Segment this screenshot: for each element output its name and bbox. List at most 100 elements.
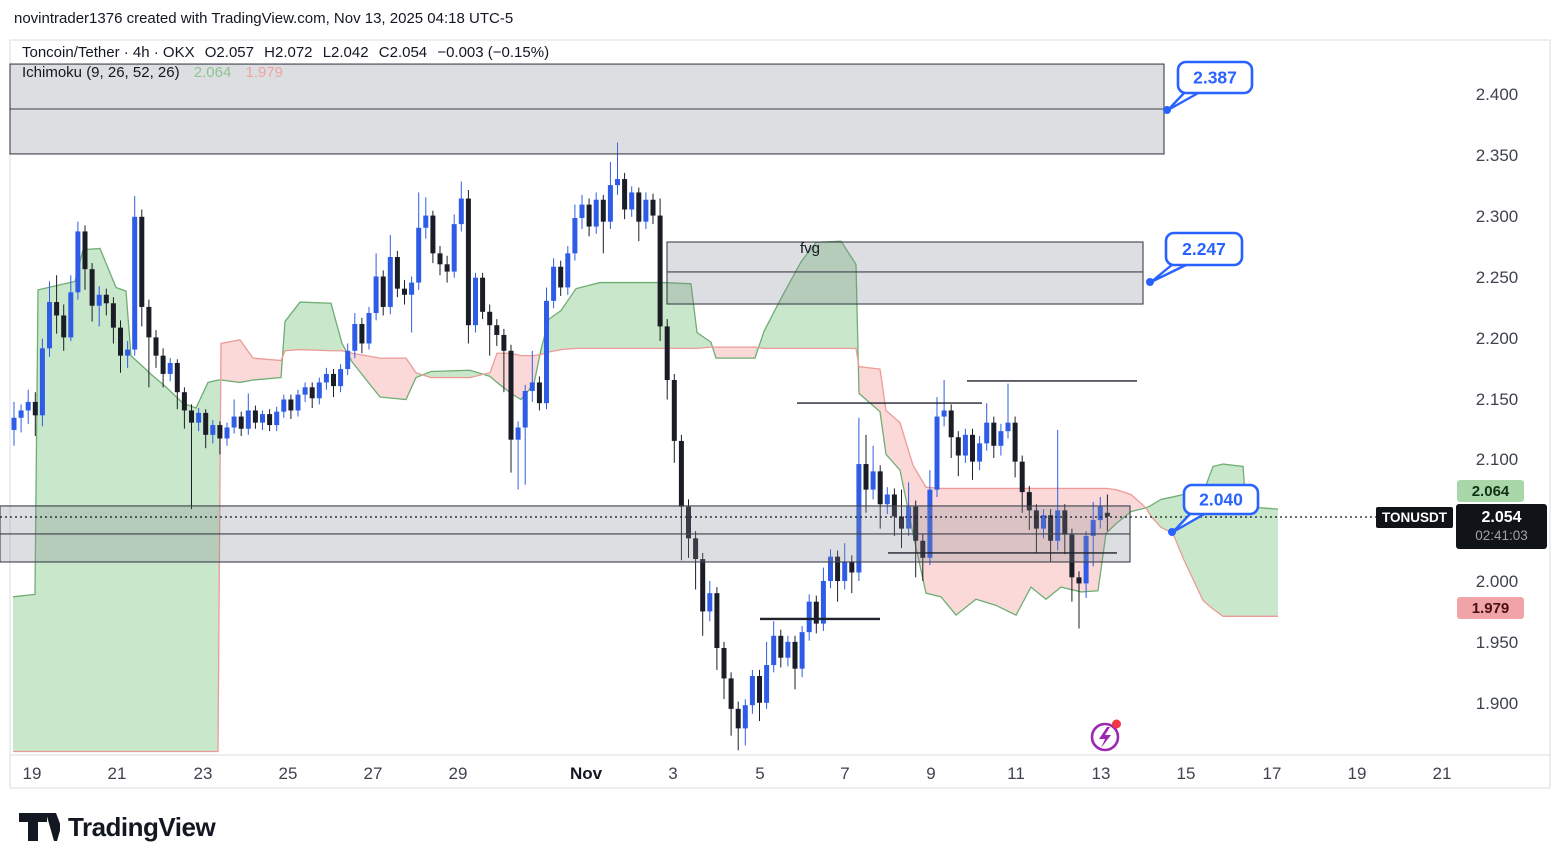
ichimoku-cloud-green [183, 403, 196, 752]
indicator-header[interactable]: Ichimoku (9, 26, 52, 26) 2.064 1.979 [22, 64, 283, 81]
candle-up [984, 422, 990, 444]
candle-up [1097, 506, 1103, 521]
time-axis[interactable]: 19 21 23 25 27 29 Nov 3 5 7 9 11 13 15 17 19 21 [0, 755, 1563, 789]
candle-down [61, 315, 67, 338]
candle-down [110, 303, 116, 328]
candle-up [927, 489, 933, 558]
time-axis-label: 7 [840, 764, 850, 783]
candle-down [735, 708, 741, 729]
candle-down [380, 276, 386, 307]
ichimoku-cloud-green [165, 386, 183, 752]
ichimoku-cloud-red [976, 488, 996, 606]
price-axis-label: 2.150 [1475, 389, 1519, 409]
candle-down [877, 471, 883, 505]
candle-up [167, 362, 173, 374]
ichimoku-cloud-red [1116, 489, 1131, 524]
candle-down [686, 506, 691, 539]
candle-down [991, 422, 997, 446]
price-callout-box[interactable] [1164, 231, 1244, 267]
candle-down [1033, 510, 1039, 529]
candle-up [338, 369, 344, 387]
candle-up [11, 417, 17, 430]
symbol-header[interactable]: Toncoin/Tether · 4h · OKX O2.057 H2.072 … [22, 44, 555, 61]
callout-anchor-dot [1146, 278, 1154, 286]
ichimoku-cloud-green [841, 241, 856, 349]
candle-down [778, 635, 784, 658]
candle-up [593, 199, 599, 227]
time-axis-label: 11 [1007, 764, 1025, 783]
candle-down [1104, 512, 1110, 517]
candle-up [1005, 422, 1011, 432]
candle-down [487, 311, 493, 326]
candle-down [1019, 461, 1025, 493]
candle-up [522, 390, 528, 428]
candle-up [18, 410, 24, 418]
last-price-flag: 2.054 02:41:03 [1456, 504, 1547, 549]
candle-down [536, 382, 542, 404]
candle-up [962, 434, 968, 456]
ichimoku-cloud-red [880, 369, 886, 455]
price-axis[interactable]: 2.400 2.350 2.300 2.250 2.200 2.150 2.100 2.000… [1451, 40, 1551, 755]
candle-down [757, 675, 762, 703]
price-callout-box[interactable] [1182, 483, 1260, 516]
ohlc-high: H2.072 [264, 44, 313, 61]
time-axis-label: 23 [193, 764, 213, 783]
supply-demand-zone[interactable] [666, 241, 1144, 305]
candle-down [288, 399, 294, 411]
time-axis-label: 27 [363, 764, 383, 783]
candle-up [799, 632, 805, 669]
ichimoku-cloud-red [1131, 494, 1146, 512]
candle-up [295, 394, 301, 411]
ichimoku-cloud-green [1161, 496, 1173, 534]
candle-up [245, 410, 251, 429]
candle-down [657, 215, 663, 327]
ichimoku-cloud-green [116, 287, 126, 752]
candle-up [210, 425, 216, 435]
candle-up [615, 179, 620, 186]
candle-up [352, 323, 358, 351]
candle-down [650, 199, 656, 216]
candle-down [792, 641, 798, 669]
ichimoku-cloud-green [576, 282, 600, 349]
ohlc-low: L2.042 [322, 44, 369, 61]
price-callout-box[interactable] [1176, 60, 1254, 95]
candle-up [96, 294, 102, 306]
ichimoku-cloud-red [886, 410, 900, 471]
candle-down [89, 269, 95, 306]
candle-up [423, 215, 429, 228]
candle-down [1069, 534, 1075, 578]
last-price-value: 2.054 [1481, 509, 1522, 527]
notification-dot [1112, 719, 1121, 729]
ichimoku-cloud-red [941, 488, 956, 616]
candle-down [402, 288, 407, 295]
candle-down [203, 412, 209, 435]
candle-down [444, 264, 450, 272]
candle-down [728, 678, 734, 709]
candle-up [132, 216, 138, 350]
ichimoku-cloud-green [208, 380, 218, 752]
candle-up [274, 411, 280, 426]
candle-down [622, 179, 628, 210]
price-axis-label: 2.200 [1475, 328, 1519, 348]
candle-up [1090, 520, 1096, 536]
time-axis-label: 29 [448, 764, 468, 783]
callout-anchor-dot [1168, 528, 1176, 536]
ichimoku-cloud-red [253, 358, 281, 381]
time-axis-label: 19 [1347, 764, 1367, 783]
ichimoku-cloud-green [549, 310, 561, 352]
candle-up [764, 665, 770, 703]
candle-up [870, 471, 876, 490]
candle-up [749, 675, 755, 706]
candle-down [636, 192, 642, 222]
tradingview-logo[interactable]: TradingView [18, 810, 216, 844]
candle-up [1055, 510, 1061, 541]
candle-down [664, 326, 670, 381]
candle-down [948, 410, 954, 438]
candle-up [785, 641, 791, 658]
candle-down [600, 199, 606, 222]
candle-up [75, 231, 81, 293]
candle-down [955, 437, 961, 456]
candle-up [231, 416, 237, 428]
